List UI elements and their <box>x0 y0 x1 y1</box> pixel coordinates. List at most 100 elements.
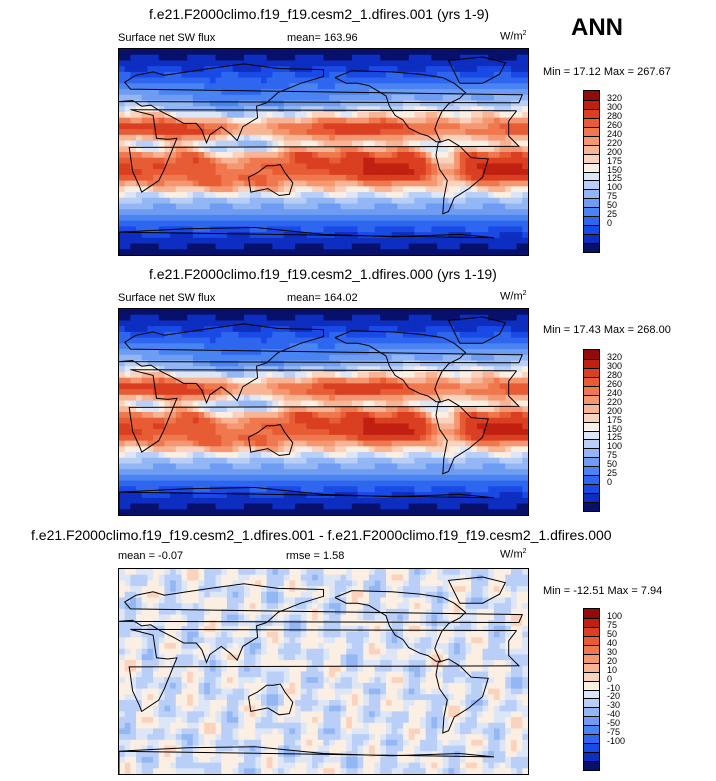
field-cell <box>454 192 461 199</box>
field-cell <box>175 214 183 222</box>
field-cell <box>266 400 273 407</box>
field-cell <box>329 400 336 407</box>
field-cell <box>175 389 183 396</box>
field-cell <box>243 169 251 176</box>
field-cell <box>368 446 376 453</box>
field-cell <box>357 377 364 384</box>
field-cell <box>488 129 495 136</box>
field-cell <box>397 163 404 170</box>
field-cell <box>397 89 404 96</box>
field-cell <box>255 320 262 327</box>
field-cell <box>510 349 518 356</box>
field-cell <box>141 320 148 327</box>
field-cell <box>397 457 404 465</box>
field-cell <box>431 400 438 407</box>
field-cell <box>437 157 444 165</box>
field-cell <box>226 129 234 136</box>
field-cell <box>283 54 291 62</box>
field-cell <box>221 226 228 233</box>
field-cell <box>306 320 313 327</box>
field-cell <box>510 197 518 205</box>
field-cell <box>266 394 273 402</box>
field-cell <box>374 49 381 56</box>
field-cell <box>351 366 359 373</box>
field-cell <box>374 314 381 322</box>
field-cell <box>198 174 205 182</box>
field-cell <box>192 457 200 465</box>
field-cell <box>221 469 228 476</box>
field-cell <box>357 360 364 367</box>
field-cell <box>414 169 421 176</box>
field-cell <box>141 129 148 136</box>
field-cell <box>437 480 444 487</box>
field-cell <box>374 394 381 402</box>
field-cell <box>221 486 228 493</box>
field-cell <box>278 123 285 130</box>
field-cell <box>232 249 239 255</box>
field-cell <box>408 314 415 322</box>
field-cell <box>119 326 126 333</box>
field-cell <box>175 49 183 56</box>
field-cell <box>124 237 131 245</box>
field-cell <box>368 314 376 322</box>
field-cell <box>289 417 296 425</box>
field-cell <box>408 417 415 425</box>
field-cell <box>215 400 222 407</box>
field-cell <box>170 174 177 182</box>
field-cell <box>380 197 387 205</box>
field-cell <box>272 412 279 419</box>
field-cell <box>493 394 501 402</box>
field-cell <box>471 214 478 222</box>
field-cell <box>187 309 194 316</box>
field-cell <box>408 129 415 136</box>
field-cell <box>471 343 478 350</box>
field-cell <box>454 163 461 170</box>
field-cell <box>454 89 461 96</box>
field-cell <box>119 360 126 367</box>
field-cell <box>510 100 518 107</box>
field-cell <box>414 417 421 425</box>
field-cell <box>459 440 467 447</box>
field-cell <box>465 226 472 233</box>
field-cell <box>408 406 415 413</box>
field-cell <box>204 309 211 316</box>
field-cell <box>136 440 143 447</box>
field-cell <box>351 469 359 476</box>
field-cell <box>505 457 512 465</box>
field-cell <box>198 463 205 470</box>
field-cell <box>306 174 313 182</box>
field-cell <box>124 123 131 130</box>
field-cell <box>187 360 194 367</box>
field-cell <box>181 111 188 119</box>
field-cell <box>510 314 518 322</box>
field-cell <box>437 226 444 233</box>
field-cell <box>476 360 484 367</box>
field-cell <box>459 180 467 187</box>
field-cell <box>136 457 143 465</box>
field-cell <box>266 457 273 465</box>
field-cell <box>340 117 347 124</box>
field-cell <box>403 249 410 255</box>
field-cell <box>510 169 518 176</box>
field-cell <box>391 100 398 107</box>
field-cell <box>238 446 245 453</box>
field-cell <box>323 174 330 182</box>
colorbar-swatch <box>584 234 599 244</box>
field-cell <box>493 366 501 373</box>
field-cell <box>119 423 126 430</box>
field-cell <box>124 186 131 193</box>
field-cell <box>312 192 319 199</box>
field-cell <box>488 152 495 159</box>
field-cell <box>442 337 450 344</box>
field-cell <box>471 486 478 493</box>
field-cell <box>493 249 501 255</box>
field-cell <box>317 314 325 322</box>
field-cell <box>516 331 523 339</box>
field-cell <box>459 383 467 390</box>
field-cell <box>295 343 302 350</box>
field-cell <box>238 243 245 250</box>
field-cell <box>300 389 308 396</box>
field-cell <box>448 457 455 465</box>
field-cell <box>147 237 154 245</box>
field-cell <box>272 111 279 119</box>
